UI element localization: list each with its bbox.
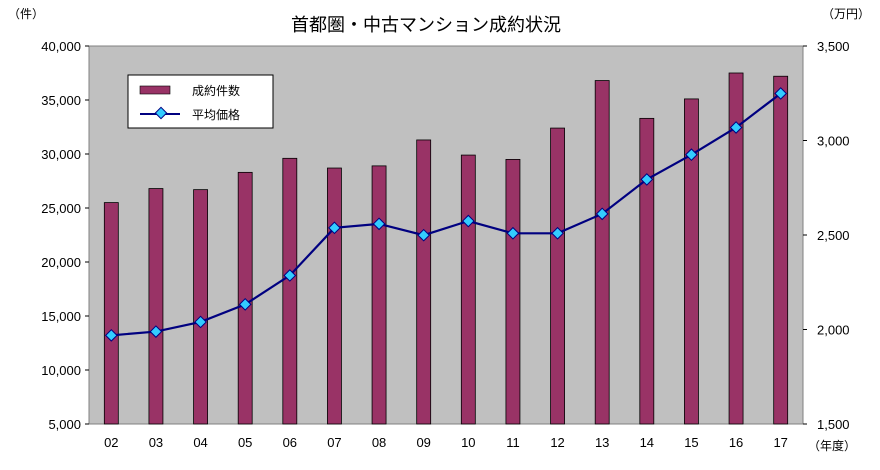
- left-tick-label: 10,000: [41, 363, 81, 378]
- bar-12: [550, 127, 565, 425]
- price-marker-05: [238, 297, 252, 311]
- y-right-unit: （万円）: [822, 7, 870, 21]
- price-marker-02: [104, 328, 118, 342]
- bar-03: [148, 188, 164, 425]
- x-tick-label: 07: [327, 435, 341, 450]
- price-marker-12: [551, 226, 564, 240]
- legend: 成約件数 平均価格: [127, 74, 274, 129]
- x-tick-label: 08: [372, 435, 386, 450]
- right-tick-label: 3,500: [817, 39, 850, 54]
- y-left-unit: （件）: [8, 7, 44, 21]
- price-marker-14: [640, 173, 654, 186]
- legend-box: [127, 74, 274, 129]
- price-marker-06: [283, 269, 297, 282]
- right-tick-label: 2,000: [817, 323, 850, 338]
- bar-15: [684, 98, 699, 425]
- price-marker-15: [685, 148, 698, 162]
- bar-09: [416, 139, 432, 425]
- bar-11: [505, 158, 521, 425]
- left-tick-label: 40,000: [41, 39, 81, 54]
- price-marker-04: [194, 315, 207, 329]
- right-tick-label: 1,500: [817, 417, 850, 432]
- x-tick-label: 15: [684, 435, 698, 450]
- bar-16: [728, 72, 744, 425]
- x-tick-label: 12: [550, 435, 564, 450]
- price-marker-09: [417, 228, 431, 242]
- x-tick-label: 17: [773, 435, 787, 450]
- x-unit: （年度）: [808, 438, 856, 453]
- x-tick-label: 10: [461, 435, 475, 450]
- x-tick-label: 06: [283, 435, 297, 450]
- chart-title: 首都圏・中古マンション成約状況: [291, 15, 561, 36]
- left-tick-label: 5,000: [48, 417, 81, 432]
- x-tick-label: 11: [506, 435, 520, 450]
- x-tick-label: 09: [416, 435, 430, 450]
- price-marker-16: [729, 121, 743, 134]
- price-marker-07: [328, 221, 341, 235]
- price-marker-10: [461, 214, 475, 228]
- bar-17: [773, 75, 789, 425]
- legend-line-marker: [154, 106, 168, 120]
- bar-02: [103, 202, 119, 425]
- x-tick-label: 14: [640, 435, 654, 450]
- right-tick-label: 2,500: [817, 228, 850, 243]
- price-marker-11: [506, 226, 520, 240]
- price-line: [111, 92, 782, 337]
- x-tick-label: 02: [104, 435, 118, 450]
- bar-13: [594, 80, 610, 425]
- x-tick-label: 04: [193, 435, 207, 450]
- legend-bar-label: 成約件数: [192, 83, 240, 98]
- left-tick-label: 15,000: [41, 309, 81, 324]
- left-tick-label: 20,000: [41, 255, 81, 270]
- price-marker-03: [149, 325, 163, 338]
- price-marker-13: [595, 207, 609, 221]
- right-tick-label: 3,000: [817, 134, 850, 149]
- legend-line-label: 平均価格: [192, 107, 240, 122]
- left-tick-label: 30,000: [41, 147, 81, 162]
- x-tick-label: 05: [238, 435, 252, 450]
- bar-07: [327, 167, 342, 425]
- bar-14: [639, 117, 655, 425]
- price-marker-17: [774, 87, 788, 100]
- price-marker-08: [372, 217, 386, 231]
- legend-bar-swatch: [139, 85, 171, 95]
- bar-10: [460, 154, 476, 425]
- x-tick-label: 16: [729, 435, 743, 450]
- x-tick-label: 13: [595, 435, 609, 450]
- left-tick-label: 35,000: [41, 93, 81, 108]
- left-tick-label: 25,000: [41, 201, 81, 216]
- bar-06: [282, 157, 298, 425]
- x-tick-label: 03: [149, 435, 163, 450]
- bar-08: [371, 165, 387, 425]
- bar-04: [193, 189, 208, 425]
